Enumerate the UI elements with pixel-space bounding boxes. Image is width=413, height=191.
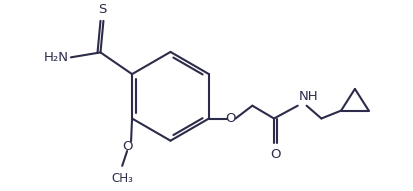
Text: NH: NH xyxy=(299,90,318,103)
Text: CH₃: CH₃ xyxy=(111,172,133,185)
Text: H₂N: H₂N xyxy=(44,51,69,64)
Text: O: O xyxy=(225,112,236,125)
Text: O: O xyxy=(122,140,133,153)
Text: S: S xyxy=(98,3,107,16)
Text: O: O xyxy=(270,148,281,161)
